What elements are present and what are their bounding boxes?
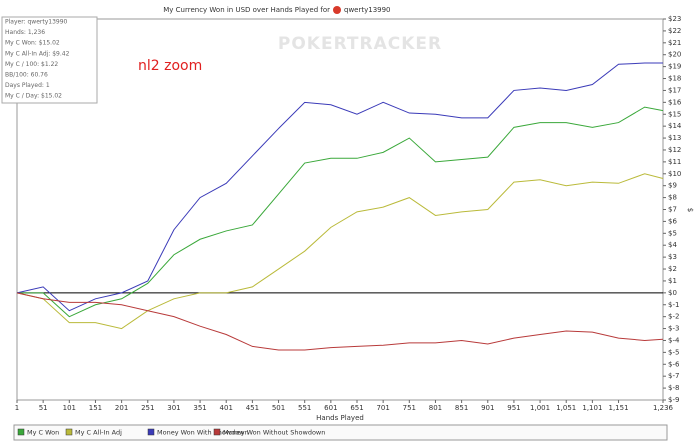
x-tick-label: 1 — [15, 404, 19, 412]
x-tick-label: 901 — [481, 404, 494, 412]
y-tick-label: $9 — [668, 182, 677, 190]
y-tick-label: $-1 — [668, 301, 679, 309]
y-tick-label: $11 — [668, 158, 681, 166]
x-tick-label: 1,236 — [653, 404, 674, 412]
x-tick-label: 951 — [507, 404, 520, 412]
legend-label: Money Won With Showdown — [157, 429, 249, 437]
y-tick-label: $19 — [668, 63, 681, 71]
legend-label: My C All-In Adj — [75, 429, 122, 437]
y-tick-label: $5 — [668, 229, 677, 237]
y-tick-label: $3 — [668, 253, 677, 261]
y-tick-label: $-4 — [668, 336, 680, 344]
series-line — [17, 106, 664, 318]
x-tick-label: 51 — [39, 404, 48, 412]
y-tick-label: $-7 — [668, 372, 679, 380]
x-tick-label: 251 — [141, 404, 154, 412]
series-line — [16, 173, 664, 330]
y-tick-label: $0 — [668, 289, 677, 297]
y-tick-label: $16 — [668, 98, 682, 106]
chart-title: My Currency Won in USD over Hands Played… — [163, 6, 330, 14]
x-tick-label: 851 — [455, 404, 468, 412]
y-tick-label: $-2 — [668, 313, 679, 321]
x-tick-label: 401 — [220, 404, 233, 412]
y-tick-label: $-6 — [668, 360, 680, 368]
info-line: My C All-In Adj: $9.42 — [5, 50, 70, 57]
x-tick-label: 1,151 — [609, 404, 629, 412]
y-tick-label: $10 — [668, 170, 681, 178]
x-tick-label: 751 — [403, 404, 416, 412]
x-tick-label: 501 — [272, 404, 285, 412]
y-tick-label: $2 — [668, 265, 677, 273]
x-tick-label: 151 — [89, 404, 102, 412]
legend-swatch — [147, 428, 155, 436]
info-line: My C Won: $15.02 — [5, 40, 60, 47]
x-tick-label: 651 — [350, 404, 363, 412]
legend-label: My C Won — [27, 429, 59, 437]
y-tick-label: $22 — [668, 27, 681, 35]
x-tick-label: 1,051 — [556, 404, 576, 412]
legend-swatch — [65, 428, 73, 436]
legend-label: Money Won Without Showdown — [223, 429, 325, 437]
x-tick-label: 601 — [324, 404, 337, 412]
x-tick-label: 551 — [298, 404, 311, 412]
info-line: Days Played: 1 — [5, 82, 50, 89]
info-line: Player: qwerty13990 — [5, 19, 68, 26]
y-tick-label: $7 — [668, 206, 677, 214]
x-tick-label: 1,001 — [530, 404, 550, 412]
y-tick-label: $1 — [668, 277, 677, 285]
y-tick-label: $15 — [668, 110, 681, 118]
watermark: POKERTRACKER — [278, 34, 442, 54]
y-tick-label: $-3 — [668, 325, 679, 333]
x-axis-label: Hands Played — [316, 414, 364, 422]
y-tick-label: $12 — [668, 146, 681, 154]
info-line: My C / Day: $15.02 — [5, 93, 62, 100]
y-tick-label: $-8 — [668, 384, 679, 392]
y-tick-label: $6 — [668, 217, 677, 225]
legend — [13, 424, 668, 441]
y-tick-label: $17 — [668, 86, 681, 94]
x-tick-label: 351 — [193, 404, 206, 412]
y-tick-label: $4 — [668, 241, 677, 249]
y-tick-label: $-5 — [668, 348, 679, 356]
y-tick-label: $20 — [668, 51, 681, 59]
info-box — [1, 16, 98, 104]
y-tick-label: $13 — [668, 134, 681, 142]
y-tick-label: $-9 — [668, 396, 679, 404]
legend-swatch — [17, 428, 25, 436]
x-tick-label: 701 — [376, 404, 389, 412]
x-tick-label: 451 — [246, 404, 259, 412]
x-tick-label: 201 — [115, 404, 128, 412]
x-tick-label: 101 — [63, 404, 76, 412]
info-line: Hands: 1,236 — [5, 29, 45, 36]
y-tick-label: $23 — [668, 15, 681, 23]
x-tick-label: 1,101 — [582, 404, 602, 412]
info-line: My C / 100: $1.22 — [5, 61, 58, 68]
title-icon — [333, 6, 341, 14]
y-axis-label: $ — [686, 208, 694, 212]
legend-swatch — [213, 428, 221, 436]
x-tick-label: 801 — [429, 404, 442, 412]
y-tick-label: $21 — [668, 39, 681, 47]
y-tick-label: $14 — [668, 122, 682, 130]
info-line: BB/100: 60.76 — [5, 72, 48, 79]
x-tick-label: 301 — [167, 404, 180, 412]
annotation: nl2 zoom — [138, 58, 202, 74]
chart-title-player: qwerty13990 — [344, 6, 391, 14]
y-tick-label: $18 — [668, 75, 681, 83]
series-line — [16, 62, 663, 312]
y-tick-label: $8 — [668, 194, 677, 202]
series-line — [16, 292, 664, 351]
